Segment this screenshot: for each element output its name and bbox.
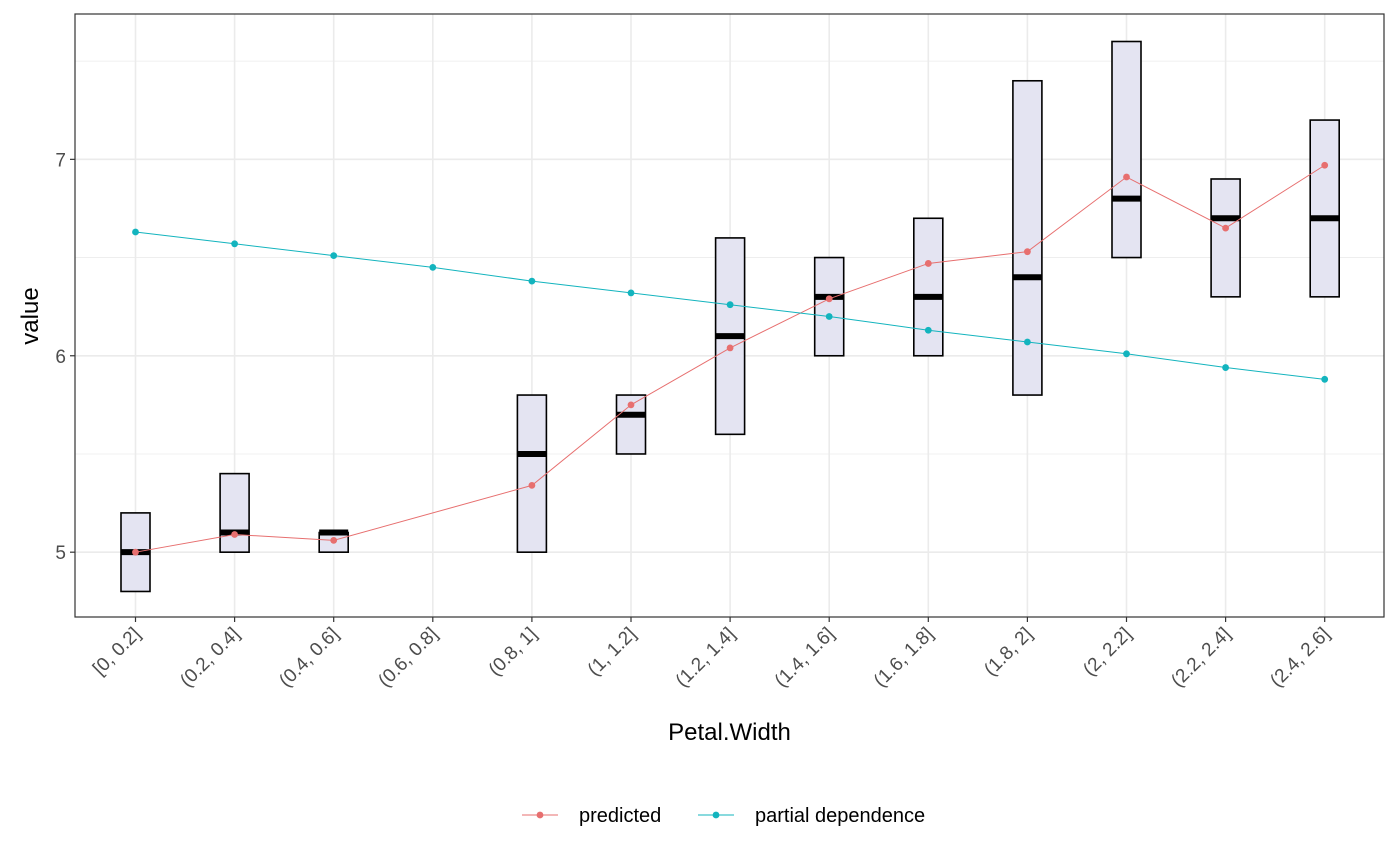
series-point: [726, 344, 734, 352]
series-point: [627, 401, 635, 409]
series-line: [135, 164, 1325, 553]
series-point: [1024, 338, 1031, 346]
box: [1210, 178, 1241, 298]
series-point: [1024, 248, 1031, 256]
y-tick-label: 7: [55, 150, 66, 171]
legend: predicted partial dependence: [522, 805, 925, 827]
y-tick-label: 5: [55, 543, 66, 564]
series-lines: [132, 161, 1329, 556]
series-point: [132, 228, 139, 236]
series-point: [924, 260, 932, 267]
series-point: [231, 531, 239, 538]
series-point: [825, 295, 833, 303]
y-axis-title: value: [17, 287, 44, 344]
legend-key-point: [712, 811, 720, 819]
series-point: [231, 240, 239, 248]
boxes: [120, 40, 1340, 593]
series-point: [1321, 161, 1329, 169]
series-point: [330, 536, 338, 544]
legend-key-point: [536, 811, 544, 819]
box: [1012, 79, 1043, 396]
x-axis-title: Petal.Width: [668, 719, 791, 746]
box: [813, 256, 845, 357]
series-point: [1222, 224, 1229, 232]
legend-label: predicted: [579, 805, 661, 827]
series-point: [726, 301, 734, 309]
legend-item: predicted: [522, 805, 661, 827]
series-point: [1123, 350, 1130, 358]
box: [516, 394, 548, 553]
y-tick-label: 6: [55, 347, 66, 368]
box: [1111, 40, 1142, 259]
series-point: [132, 548, 139, 556]
series-point: [924, 326, 932, 334]
legend-item: partial dependence: [698, 805, 925, 827]
series-point: [825, 313, 833, 320]
series-point: [1321, 375, 1329, 383]
legend-label: partial dependence: [755, 805, 925, 827]
box: [219, 472, 250, 553]
series-point: [528, 482, 536, 489]
box: [1309, 119, 1340, 298]
box: [912, 217, 944, 357]
series-point: [330, 252, 338, 259]
series-point: [1123, 173, 1130, 181]
series-point: [1222, 364, 1229, 371]
series-point: [429, 263, 437, 271]
series-point: [528, 277, 536, 285]
series-point: [627, 289, 635, 297]
